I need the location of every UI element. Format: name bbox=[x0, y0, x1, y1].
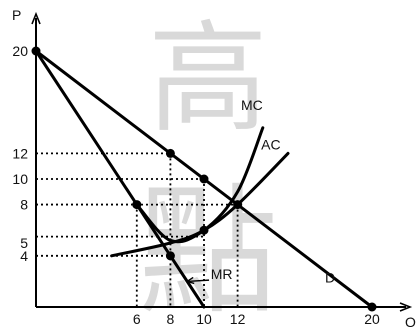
series-label-mc: MC bbox=[241, 97, 263, 113]
y-tick-label-20: 20 bbox=[12, 43, 28, 59]
point-marker-1 bbox=[165, 148, 175, 158]
watermark-glyph-top: 高 bbox=[148, 10, 268, 149]
chart-labels: P Q D MR MC AC 45 8 10 12 20 6 8 10 12 20 bbox=[12, 7, 416, 327]
point-marker-6 bbox=[165, 251, 175, 261]
annotation-arrowhead-0 bbox=[185, 276, 195, 285]
x-tick-label-20: 20 bbox=[364, 311, 380, 327]
x-tick-label-10: 10 bbox=[196, 311, 212, 327]
point-marker-7 bbox=[367, 302, 377, 312]
point-markers bbox=[31, 46, 377, 312]
series-mr-line bbox=[34, 49, 206, 309]
x-axis-arrow bbox=[399, 302, 413, 312]
y-tick-label-12: 12 bbox=[12, 145, 28, 161]
point-marker-5 bbox=[199, 225, 209, 235]
y-axis-label: P bbox=[12, 7, 21, 23]
point-marker-3 bbox=[233, 200, 243, 210]
y-axis-arrow bbox=[31, 11, 41, 25]
annotation-arrow-0 bbox=[187, 279, 210, 283]
series-label-ac: AC bbox=[261, 137, 280, 153]
x-tick-label-6: 6 bbox=[133, 311, 141, 327]
series-label-mr: MR bbox=[211, 266, 233, 282]
y-tick-label-8: 8 bbox=[20, 197, 28, 213]
watermark-glyph-bottom: 點 bbox=[138, 171, 278, 327]
y-tick-label-4: 4 bbox=[20, 248, 28, 264]
y-tick-label-5: 5 bbox=[20, 235, 28, 251]
series-label-d: D bbox=[325, 270, 335, 286]
x-axis-label: Q bbox=[405, 314, 416, 327]
x-tick-label-12: 12 bbox=[230, 311, 246, 327]
point-marker-0 bbox=[31, 46, 41, 56]
point-marker-4 bbox=[132, 200, 142, 210]
x-tick-label-8: 8 bbox=[167, 311, 175, 327]
point-marker-2 bbox=[199, 174, 209, 184]
axes bbox=[31, 11, 413, 312]
y-tick-label-10: 10 bbox=[12, 171, 28, 187]
watermark-layer: 高 點 bbox=[138, 10, 278, 327]
